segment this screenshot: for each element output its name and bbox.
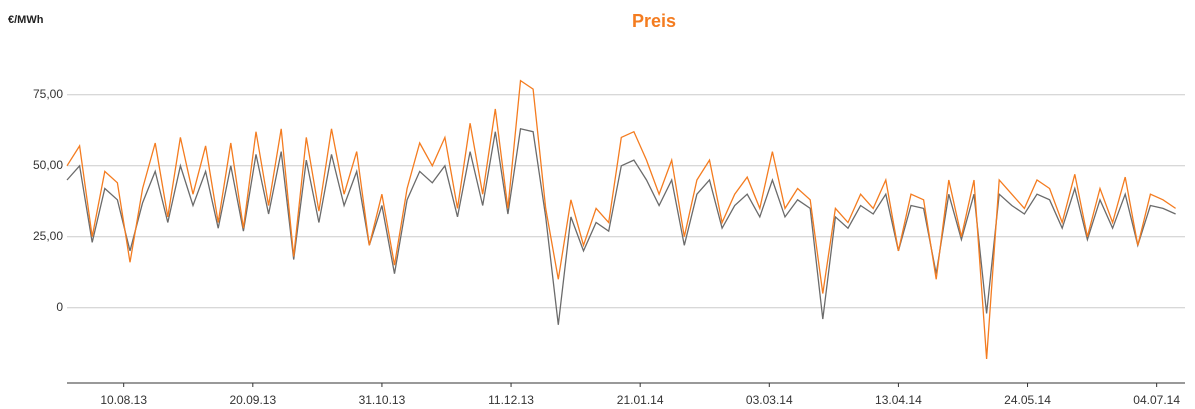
- y-tick-label: 0: [56, 300, 63, 314]
- series-line: [66, 79, 1176, 359]
- x-tick-label: 03.03.14: [746, 393, 793, 407]
- x-tick-label: 13.04.14: [875, 393, 922, 407]
- chart-title: Preis: [632, 11, 676, 31]
- y-axis-label: €/MWh: [8, 14, 44, 26]
- x-tick-label: 31.10.13: [359, 393, 406, 407]
- x-tick-label: 04.07.14: [1133, 393, 1180, 407]
- x-tick-label: 21.01.14: [617, 393, 664, 407]
- series-line: [66, 128, 1176, 325]
- y-tick-label: 25,00: [33, 229, 63, 243]
- x-tick-label: 11.12.13: [488, 393, 534, 407]
- x-tick-label: 10.08.13: [100, 393, 147, 407]
- y-tick-label: 50,00: [33, 158, 63, 172]
- x-tick-label: 20.09.13: [229, 393, 276, 407]
- x-tick-label: 24.05.14: [1004, 393, 1051, 407]
- y-tick-label: 75,00: [33, 87, 63, 101]
